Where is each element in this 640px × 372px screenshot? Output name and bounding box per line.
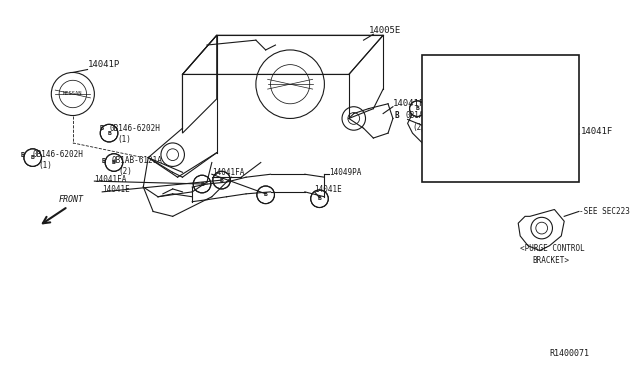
Text: 0B146-6202H: 0B146-6202H [33,150,84,159]
Text: 14005E: 14005E [369,26,401,35]
Text: 14049P: 14049P [452,143,484,152]
Text: -SEE SEC223: -SEE SEC223 [579,207,630,216]
Text: R1400071: R1400071 [550,349,589,358]
Text: B: B [112,160,116,165]
Bar [422,55,579,182]
Text: 14041E: 14041E [102,185,130,195]
Text: B: B [220,177,223,183]
Text: B: B [101,158,106,164]
Circle shape [257,186,275,203]
Text: 14041F: 14041F [581,127,613,136]
Text: < W/O COVER>: < W/O COVER> [470,68,531,77]
Circle shape [105,154,123,171]
Text: B: B [107,131,111,136]
Circle shape [100,124,118,142]
Text: NISSAN: NISSAN [63,92,83,96]
Text: B: B [317,196,321,201]
Text: 14017G: 14017G [484,162,516,171]
Text: B: B [31,155,35,160]
Text: B: B [264,192,268,197]
Circle shape [213,171,230,189]
Text: B: B [395,111,399,120]
Text: B: B [99,125,104,131]
Text: B: B [21,152,25,158]
Circle shape [410,101,425,116]
Text: (1): (1) [38,161,52,170]
Text: (1): (1) [117,135,131,144]
Circle shape [24,149,42,166]
Text: 0B1AB-6121A: 0B1AB-6121A [112,156,163,165]
Text: 14041P: 14041P [88,60,120,69]
Text: FRONT: FRONT [58,195,83,204]
Circle shape [310,190,328,208]
Text: 0B1A8-6121A: 0B1A8-6121A [406,111,456,120]
Text: 14041FA: 14041FA [212,168,244,177]
Text: (2): (2) [119,167,132,176]
Text: 14041E: 14041E [315,185,342,195]
Text: 0B146-6202H: 0B146-6202H [109,124,160,133]
Text: <PURGE CONTROL: <PURGE CONTROL [520,244,585,253]
Text: B: B [200,182,204,186]
Text: B: B [415,106,419,111]
Text: (2): (2) [413,123,426,132]
Circle shape [193,175,211,193]
Text: 14049PA: 14049PA [330,168,362,177]
Text: 14041F: 14041F [393,99,425,108]
Text: BRACKET>: BRACKET> [532,256,569,265]
Text: 14041FA: 14041FA [94,174,127,184]
